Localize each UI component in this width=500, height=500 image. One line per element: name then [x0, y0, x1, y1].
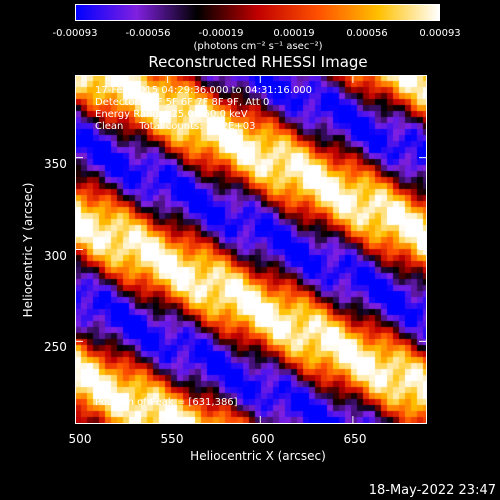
colorbar-tick-label: -0.00019 — [198, 28, 244, 39]
colorbar — [75, 4, 440, 21]
colorbar-tick-label: -0.00056 — [125, 28, 171, 39]
colorbar-tick-label: 0.00056 — [346, 28, 388, 39]
annotation-energy-range: Energy Range: 25.0 - 50.0 keV — [95, 109, 248, 120]
y-tick-label: 250 — [44, 340, 67, 354]
plot-frame — [75, 75, 427, 424]
annotation-peak-position: Position of Peak = [631,386] — [95, 397, 238, 408]
x-axis-label: Heliocentric X (arcsec) — [190, 449, 326, 463]
colorbar-unit-label: (photons cm⁻² s⁻¹ asec⁻²) — [193, 41, 323, 52]
annotation-clean-counts: Clean Total counts: 3.12E+03 — [95, 121, 256, 132]
y-axis-label: Heliocentric Y (arcsec) — [21, 182, 35, 318]
x-tick-label: 500 — [68, 432, 92, 446]
x-tick-label: 650 — [343, 432, 367, 446]
annotation-time-range: 17-Feb-2015 04:29:36.000 to 04:31:16.000 — [95, 85, 313, 96]
plot-area: 17-Feb-2015 04:29:36.000 to 04:31:16.000… — [75, 75, 427, 424]
y-tick-label: 300 — [44, 249, 67, 263]
colorbar-tick-label: 0.00093 — [419, 28, 461, 39]
x-tick-label: 600 — [251, 432, 275, 446]
chart-title: Reconstructed RHESSI Image — [148, 53, 368, 71]
plot-timestamp: 18-May-2022 23:47 — [368, 483, 496, 498]
annotation-detectors: Detectors: 3F 5F 6F 7F 8F 9F, Att 0 — [95, 97, 270, 108]
y-tick-label: 350 — [44, 157, 67, 171]
heatmap-image — [75, 75, 427, 424]
colorbar-tick-label: -0.00093 — [52, 28, 98, 39]
colorbar-tick-label: 0.00019 — [273, 28, 315, 39]
x-tick-label: 550 — [160, 432, 184, 446]
